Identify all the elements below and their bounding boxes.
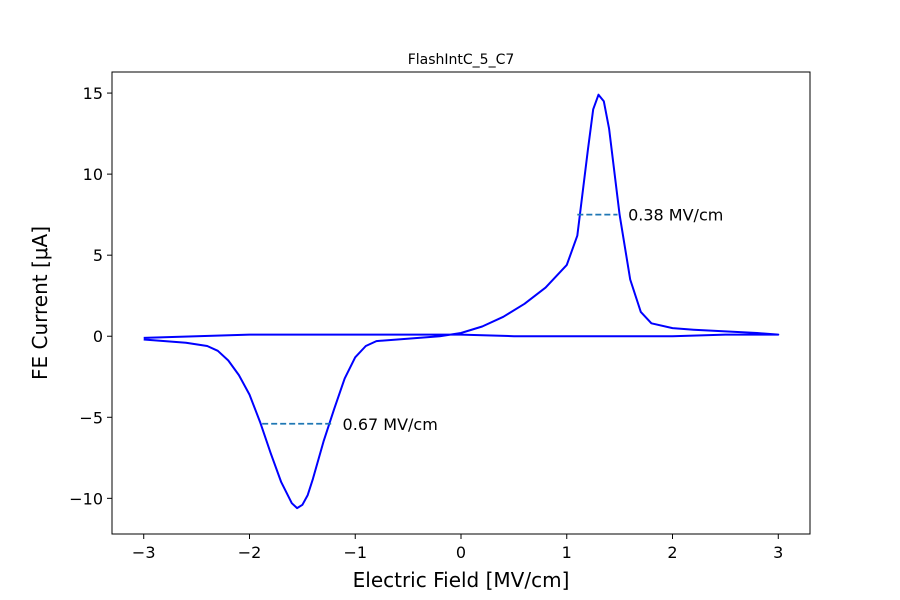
series-line-0 xyxy=(143,93,780,510)
y-tick-label: −5 xyxy=(79,408,103,427)
fwhm-label: 0.67 MV/cm xyxy=(343,415,438,434)
y-tick-label: 15 xyxy=(83,84,103,103)
fwhm-label: 0.38 MV/cm xyxy=(628,206,723,225)
y-axis-label: FE Current [μA] xyxy=(28,226,52,380)
chart-title: FlashIntC_5_C7 xyxy=(408,52,515,68)
x-tick-label: 0 xyxy=(456,543,466,562)
x-axis: −3 −2 −1 0 1 2 3 xyxy=(132,534,783,562)
y-tick-label: 5 xyxy=(93,246,103,265)
x-tick-label: −3 xyxy=(132,543,156,562)
y-axis: −10 −5 0 5 10 15 xyxy=(69,84,112,508)
y-tick-label: 0 xyxy=(93,327,103,346)
x-tick-label: 1 xyxy=(562,543,572,562)
plot-frame xyxy=(111,71,811,535)
y-tick-label: −10 xyxy=(69,489,103,508)
x-tick-label: 3 xyxy=(773,543,783,562)
x-tick-label: −1 xyxy=(343,543,367,562)
y-tick-label: 10 xyxy=(83,165,103,184)
x-axis-label: Electric Field [MV/cm] xyxy=(353,568,570,592)
x-tick-label: 2 xyxy=(667,543,677,562)
annotations: 0.38 MV/cm 0.67 MV/cm xyxy=(262,206,723,434)
x-tick-label: −2 xyxy=(238,543,262,562)
